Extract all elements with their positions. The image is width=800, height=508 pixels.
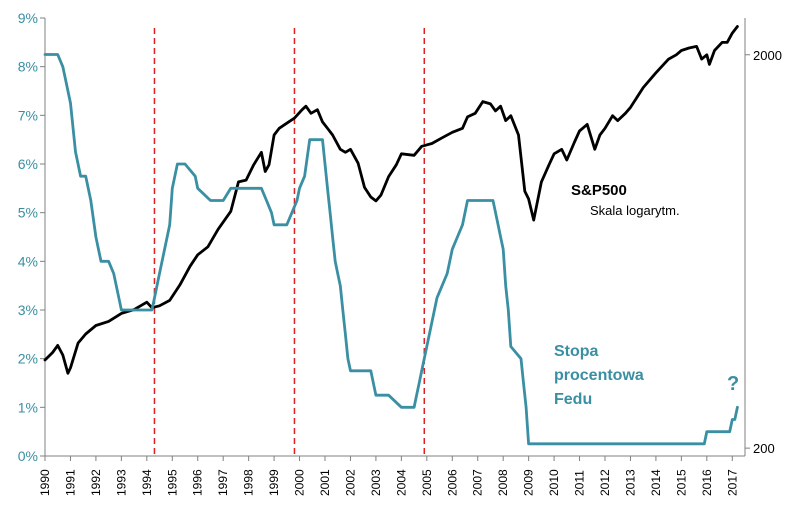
x-tick-label: 1997 [216,469,230,496]
x-tick-label: 2002 [343,469,357,496]
x-tick-label: 1998 [242,469,256,496]
annotation-fed-line-3: Fedu [554,391,592,408]
right-tick-label: 200 [753,441,775,456]
annotation-sp500-title: S&P500 [571,182,627,199]
left-tick-label: 2% [18,351,38,367]
axes [40,17,750,461]
left-tick-label: 5% [18,205,38,221]
x-tick-label: 2006 [445,469,459,496]
x-tick-label: 2011 [573,470,587,496]
x-tick-label: 2015 [674,469,688,496]
left-tick-label: 0% [18,448,38,464]
x-tick-label: 2005 [420,469,434,496]
x-tick-label: 1991 [63,469,77,496]
annotation-fed-line-1: Stopa [554,343,599,360]
x-tick-label: 2012 [598,469,612,496]
x-tick-label: 2016 [700,469,714,496]
tick-labels: 0% 1% 2% 3% 4% 5% 6% 7% 8% 9% 200 2000 1990 1991 1992 1… [18,10,782,496]
annotation-question-mark: ? [727,373,739,395]
x-tick-label: 1994 [140,469,154,496]
left-tick-label: 1% [18,399,38,415]
x-tick-label: 1999 [267,469,281,496]
x-tick-label: 1993 [114,469,128,496]
annotation-fed-line-2: procentowa [554,367,644,384]
left-tick-label: 3% [18,302,38,318]
x-tick-label: 2004 [394,469,408,496]
x-tick-label: 1990 [38,469,52,496]
x-tick-label: 1995 [165,469,179,496]
right-tick-label: 2000 [753,48,782,63]
x-tick-label: 2001 [318,469,332,496]
x-tick-label: 2008 [496,469,510,496]
vertical-event-lines [153,28,426,456]
left-tick-label: 9% [18,10,38,26]
x-tick-label: 2003 [369,469,383,496]
series-line-fed-rate [43,53,739,446]
x-tick-label: 1996 [191,469,205,496]
x-tick-label: 2013 [623,469,637,496]
annotation-sp500-subtitle: Skala logarytm. [590,203,680,218]
left-tick-label: 4% [18,253,38,269]
x-tick-label: 2010 [547,469,561,496]
series [43,25,739,446]
x-tick-label: 2000 [293,469,307,496]
x-tick-label: 2009 [522,469,536,496]
x-tick-label: 1992 [89,469,103,496]
x-tick-label: 2017 [725,469,739,496]
left-tick-label: 7% [18,107,38,123]
x-tick-label: 2014 [649,469,663,496]
x-tick-label: 2007 [471,469,485,496]
left-tick-label: 8% [18,59,38,75]
left-tick-label: 6% [18,156,38,172]
annotations: S&P500 Skala logarytm. Stopa procentowa … [554,182,739,408]
series-line-sp500 [43,25,739,375]
